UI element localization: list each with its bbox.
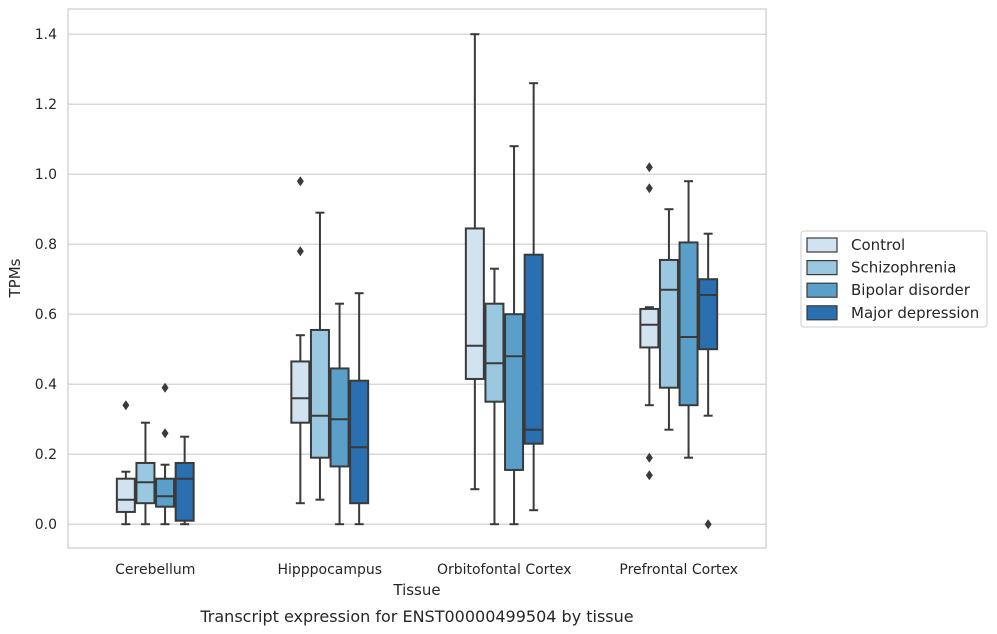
box-iqr (639, 307, 660, 349)
legend-entry: Bipolar disorder (851, 281, 971, 299)
box-bipolar-disorder (678, 180, 699, 459)
boxes-layer (115, 33, 719, 530)
box-iqr (523, 253, 544, 445)
box-bipolar-disorder (504, 145, 525, 526)
box-iqr (464, 227, 485, 380)
box-iqr (329, 367, 350, 468)
outlier-point (704, 519, 712, 530)
outlier-point (296, 176, 304, 187)
box-major-depression (698, 232, 719, 530)
outlier-point (161, 428, 169, 439)
y-tick-label: 0.4 (35, 377, 57, 393)
box-iqr (309, 328, 330, 459)
legend-entry: Schizophrenia (851, 259, 956, 277)
x-axis-label: Tissue (392, 581, 440, 599)
y-tick-label: 1.2 (35, 97, 57, 113)
box-schizophrenia (484, 267, 505, 526)
y-tick-label: 0.8 (35, 237, 57, 253)
box-iqr (504, 313, 525, 471)
outlier-point (645, 162, 653, 173)
x-tick-label: Prefrontal Cortex (619, 562, 738, 578)
y-tick-label: 0.6 (35, 307, 57, 323)
y-tick-label: 0.0 (35, 517, 57, 533)
box-control (639, 162, 660, 481)
outlier-point (161, 382, 169, 393)
box-control (464, 33, 485, 491)
legend-swatch (806, 260, 838, 276)
box-control (115, 400, 136, 526)
y-tick-label: 1.0 (35, 167, 57, 183)
box-major-depression (174, 435, 195, 526)
box-iqr (174, 461, 195, 522)
tick-labels: 0.0 0.2 0.4 0.6 0.8 1.0 1.2 1.4 Cerebellum Hipppo… (35, 27, 738, 578)
box-control (290, 176, 311, 505)
box-iqr (678, 241, 699, 407)
box-major-depression (523, 82, 544, 512)
x-tick-label: Cerebellum (115, 562, 195, 578)
box-iqr (484, 302, 505, 403)
box-iqr (290, 360, 311, 424)
legend-swatch (806, 305, 838, 321)
outlier-point (645, 452, 653, 463)
box-schizophrenia (658, 208, 679, 431)
x-tick-label: Hipppocampus (277, 562, 382, 578)
box-iqr (349, 379, 370, 505)
box-iqr (115, 477, 136, 513)
box-major-depression (349, 292, 370, 526)
box-bipolar-disorder (155, 382, 176, 526)
plot-frame (67, 8, 767, 549)
outlier-point (296, 246, 304, 257)
legend-entry: Major depression (851, 304, 979, 322)
y-tick-label: 0.2 (35, 447, 57, 463)
y-axis-label: TPMs (6, 258, 24, 298)
outlier-point (645, 470, 653, 481)
box-iqr (155, 477, 176, 508)
y-tick-label: 1.4 (35, 27, 57, 43)
box-iqr (698, 278, 719, 351)
outlier-point (645, 183, 653, 194)
x-tick-label: Orbitofontal Cortex (437, 562, 572, 578)
legend-frame (800, 230, 988, 328)
legend: Control Schizophrenia Bipolar disorder Majo… (800, 230, 988, 328)
box-iqr (658, 258, 679, 389)
box-bipolar-disorder (329, 302, 350, 526)
box-schizophrenia (309, 211, 330, 501)
outlier-point (122, 400, 130, 411)
legend-swatch (806, 237, 838, 253)
box-schizophrenia (135, 421, 156, 526)
chart-caption: Transcript expression for ENST0000049950… (199, 607, 633, 626)
legend-entry: Control (851, 236, 905, 254)
legend-swatch (806, 282, 838, 298)
